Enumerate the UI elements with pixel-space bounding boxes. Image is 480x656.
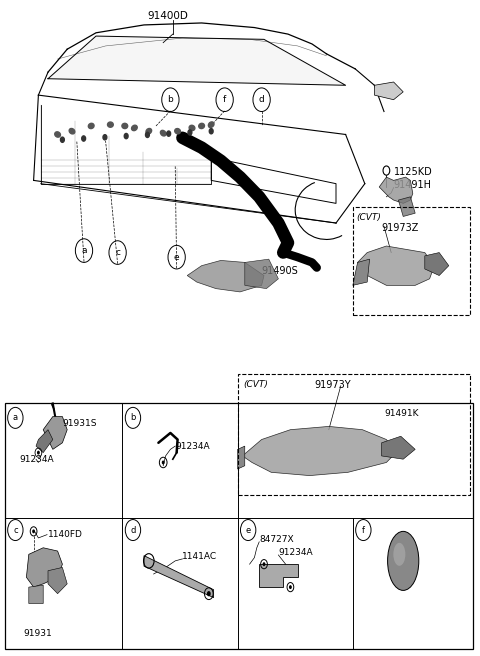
Text: 91400D: 91400D <box>147 11 189 22</box>
Circle shape <box>82 136 85 141</box>
Text: d: d <box>259 95 264 104</box>
Ellipse shape <box>199 123 204 129</box>
Ellipse shape <box>122 123 128 129</box>
Polygon shape <box>36 430 53 453</box>
Text: 91234A: 91234A <box>278 548 313 557</box>
Circle shape <box>103 134 107 140</box>
Circle shape <box>32 529 35 533</box>
Polygon shape <box>48 36 346 85</box>
Text: 1141AC: 1141AC <box>182 552 217 561</box>
Circle shape <box>37 451 40 455</box>
Polygon shape <box>353 259 370 285</box>
Text: 91931: 91931 <box>23 628 52 638</box>
Text: b: b <box>130 413 136 422</box>
Bar <box>353 207 470 315</box>
Text: c: c <box>13 525 18 535</box>
Circle shape <box>188 130 192 135</box>
Text: 91491K: 91491K <box>384 409 419 418</box>
Polygon shape <box>187 260 264 292</box>
Circle shape <box>209 129 213 134</box>
Circle shape <box>207 591 211 596</box>
Polygon shape <box>358 246 434 285</box>
Ellipse shape <box>160 131 166 136</box>
Text: 1140FD: 1140FD <box>48 530 83 539</box>
Polygon shape <box>245 259 278 289</box>
Text: 91973Z: 91973Z <box>382 223 419 233</box>
Polygon shape <box>425 253 449 276</box>
Text: e: e <box>246 525 251 535</box>
Ellipse shape <box>55 132 60 137</box>
Text: f: f <box>223 95 226 104</box>
Ellipse shape <box>393 543 405 565</box>
Text: 91234A: 91234A <box>175 441 210 451</box>
Ellipse shape <box>175 129 180 134</box>
Circle shape <box>60 137 64 142</box>
Ellipse shape <box>69 129 75 134</box>
Polygon shape <box>382 436 415 459</box>
Text: 84727X: 84727X <box>259 535 294 544</box>
Text: a: a <box>13 413 18 422</box>
Ellipse shape <box>387 531 419 590</box>
Ellipse shape <box>208 122 214 127</box>
Text: (CVT): (CVT) <box>357 213 382 222</box>
Text: (CVT): (CVT) <box>243 380 268 390</box>
Text: a: a <box>81 246 87 255</box>
Text: 91973Y: 91973Y <box>314 380 351 390</box>
Text: d: d <box>130 525 136 535</box>
Bar <box>5 403 473 649</box>
Circle shape <box>145 133 149 138</box>
Circle shape <box>289 585 292 589</box>
Circle shape <box>124 133 128 138</box>
Circle shape <box>167 131 170 136</box>
Polygon shape <box>259 564 298 587</box>
Circle shape <box>263 562 265 566</box>
Text: 1125KD: 1125KD <box>394 167 432 177</box>
Polygon shape <box>398 197 415 216</box>
Circle shape <box>162 461 165 464</box>
Ellipse shape <box>189 125 195 131</box>
Text: f: f <box>362 525 365 535</box>
Polygon shape <box>374 82 403 100</box>
Text: 91491H: 91491H <box>394 180 432 190</box>
Ellipse shape <box>108 122 113 127</box>
Text: 91234A: 91234A <box>19 455 54 464</box>
Polygon shape <box>26 548 62 587</box>
Ellipse shape <box>146 129 152 134</box>
Polygon shape <box>379 177 413 203</box>
Polygon shape <box>43 417 67 449</box>
Polygon shape <box>238 446 245 469</box>
Polygon shape <box>48 567 67 594</box>
Ellipse shape <box>132 125 137 131</box>
Text: c: c <box>115 248 120 257</box>
Text: 91931S: 91931S <box>62 419 97 428</box>
Text: 91490S: 91490S <box>262 266 299 276</box>
Polygon shape <box>144 556 214 598</box>
Bar <box>238 374 470 495</box>
Polygon shape <box>242 426 396 476</box>
Polygon shape <box>29 585 43 604</box>
Ellipse shape <box>88 123 94 129</box>
Text: e: e <box>174 253 180 262</box>
Text: b: b <box>168 95 173 104</box>
